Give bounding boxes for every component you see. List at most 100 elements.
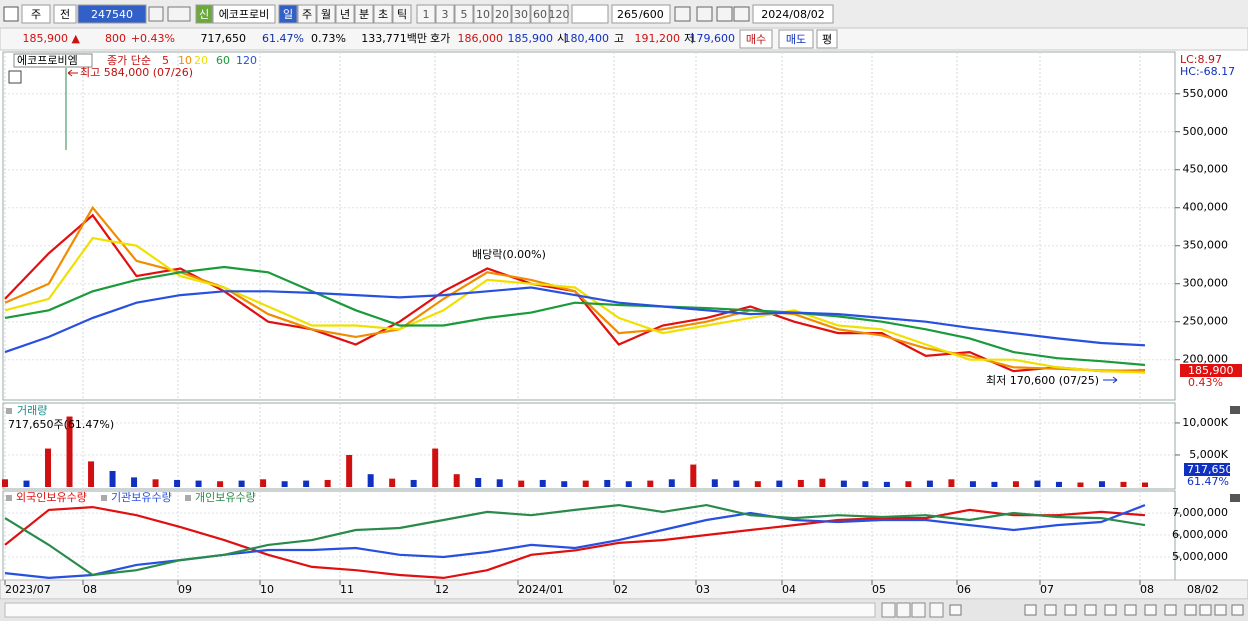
date-box[interactable] (752, 4, 834, 24)
zoom-icon[interactable] (1124, 604, 1137, 616)
scroll-button[interactable] (911, 602, 926, 618)
tool-icon[interactable] (716, 6, 733, 22)
count-box[interactable] (492, 4, 512, 24)
interval: 일 (283, 7, 293, 21)
code-input-box[interactable] (77, 4, 147, 24)
volume-bar (152, 479, 159, 487)
series-line (4, 236, 1146, 374)
volume-bar (862, 481, 869, 487)
series-line (4, 286, 1146, 354)
quote-ask-label: 호가 (430, 32, 450, 45)
buy-button-box[interactable] (739, 29, 773, 49)
volume-bar (518, 480, 525, 487)
count-box[interactable] (473, 4, 493, 24)
zoom-icon[interactable] (1104, 604, 1117, 616)
volume-bar (88, 461, 95, 487)
volume-bar (432, 448, 439, 487)
volume-pane (2, 402, 1176, 490)
tool-icon[interactable] (696, 6, 713, 22)
scroll-button[interactable] (929, 602, 944, 618)
zoom-icon[interactable] (1184, 604, 1197, 616)
holdings-legend: 개인보유수량 (195, 491, 256, 504)
price-tag-label: 185,900 (1188, 364, 1234, 377)
interval-box[interactable] (278, 4, 298, 24)
count-box[interactable] (454, 4, 474, 24)
zoom-icon[interactable] (949, 604, 962, 616)
interval-box[interactable] (335, 4, 355, 24)
sell-button-box[interactable] (778, 29, 814, 49)
interval-box[interactable] (354, 4, 374, 24)
zoom-icon[interactable] (1064, 604, 1077, 616)
pane-close[interactable] (1230, 406, 1240, 414)
x-end-label: 08/02 (1187, 583, 1219, 596)
interval-box[interactable] (297, 4, 317, 24)
volume-bar (1120, 481, 1127, 487)
zoom-icon[interactable] (1231, 604, 1244, 616)
count-box[interactable] (435, 4, 455, 24)
quote-ask: 186,000 (458, 32, 504, 45)
calc-icon[interactable] (8, 70, 22, 84)
volume-bar (195, 480, 202, 487)
volume-bar (883, 481, 890, 487)
x-axis-bg (0, 579, 1248, 600)
volume-bar (23, 480, 30, 487)
avg-button-box[interactable] (816, 29, 838, 49)
count: 30 (514, 8, 528, 21)
interval-box[interactable] (392, 4, 412, 24)
volume-bar (45, 448, 52, 487)
scrollbar[interactable] (4, 602, 876, 618)
volume-bar (797, 479, 804, 487)
quote-high: 191,200 (635, 32, 681, 45)
volume-bar (281, 481, 288, 487)
scroll-button[interactable] (896, 602, 911, 618)
zoom-icon[interactable] (1144, 604, 1157, 616)
count-box[interactable] (549, 4, 569, 24)
stock-name-box[interactable] (212, 4, 276, 24)
credit-box[interactable] (195, 4, 213, 24)
x-tick-label: 03 (696, 583, 710, 596)
interval-box[interactable] (316, 4, 336, 24)
pane-close[interactable] (1230, 494, 1240, 502)
count-input[interactable] (611, 4, 671, 24)
zoom-icon[interactable] (1044, 604, 1057, 616)
quote-high-label: 고 (614, 32, 624, 45)
volume-bar (754, 481, 761, 487)
zoom-icon[interactable] (1024, 604, 1037, 616)
volume-bar (819, 478, 826, 487)
icon[interactable] (3, 6, 19, 22)
legend-square (6, 495, 12, 501)
search-icon[interactable] (148, 6, 164, 22)
y-tick-label: 200,000 (1183, 353, 1229, 366)
volume-bar (840, 480, 847, 487)
count: 3 (442, 8, 449, 21)
quote-change-pct: +0.43% (131, 32, 175, 45)
scroll-button[interactable] (881, 602, 896, 618)
count-box[interactable] (530, 4, 550, 24)
sound-icon[interactable] (167, 6, 191, 22)
zoom-icon[interactable] (1214, 604, 1227, 616)
volume-bar (991, 481, 998, 487)
prev-box[interactable] (53, 4, 77, 24)
tool-icon[interactable] (674, 6, 691, 22)
y-tick-label: 350,000 (1183, 239, 1229, 252)
volume-bar (733, 480, 740, 487)
interval-box[interactable] (373, 4, 393, 24)
tool-icon[interactable] (733, 6, 750, 22)
count: 1 (423, 8, 430, 21)
high-annotation: 최고 584,000 (07/26) (80, 66, 193, 79)
y-tick-label: 450,000 (1183, 163, 1229, 176)
volume-bar (1142, 482, 1148, 487)
low-annotation: 최저 170,600 (07/25) (986, 374, 1099, 387)
legend-square (6, 408, 12, 414)
holdings-legend: 기관보유수량 (111, 491, 172, 504)
count-box[interactable] (416, 4, 436, 24)
x-tick-label: 06 (957, 583, 971, 596)
period-box[interactable] (21, 4, 51, 24)
count-box[interactable] (511, 4, 531, 24)
y-tick-label: 6,000,000 (1172, 528, 1228, 541)
zoom-icon[interactable] (1164, 604, 1177, 616)
dropdown[interactable] (571, 4, 609, 24)
zoom-icon[interactable] (1199, 604, 1212, 616)
zoom-icon[interactable] (1084, 604, 1097, 616)
volume-bar (453, 474, 460, 487)
